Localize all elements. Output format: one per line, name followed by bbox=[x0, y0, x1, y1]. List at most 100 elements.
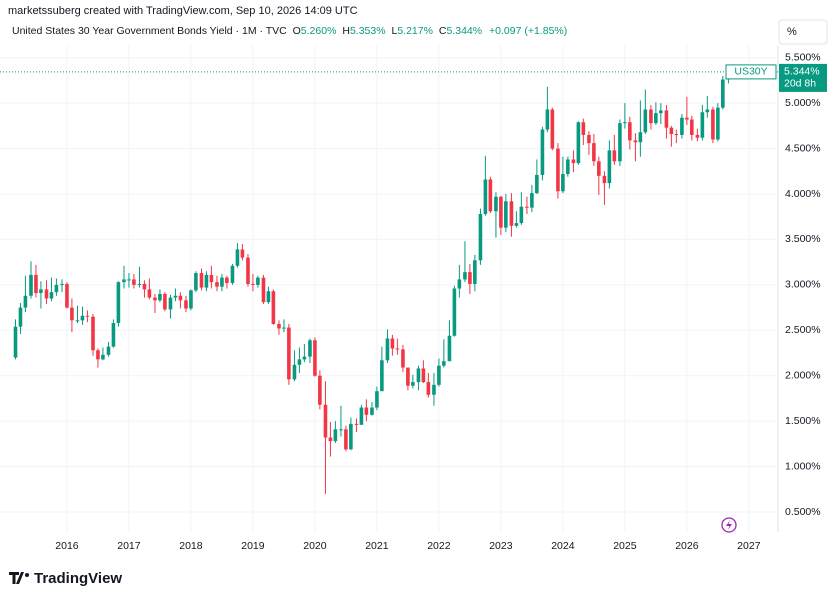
candle-body bbox=[256, 277, 260, 285]
candle-body bbox=[349, 423, 353, 450]
candle-body bbox=[163, 293, 167, 310]
candle-body bbox=[292, 364, 297, 380]
x-tick-label: 2027 bbox=[737, 540, 761, 552]
candle-body bbox=[556, 148, 560, 192]
candle-body bbox=[457, 279, 462, 289]
x-tick-label: 2017 bbox=[117, 540, 141, 552]
candle-body bbox=[385, 338, 390, 361]
candle-body bbox=[339, 429, 343, 431]
candle-body bbox=[592, 143, 596, 162]
y-tick-label: 1.000% bbox=[785, 460, 821, 472]
candle-body bbox=[359, 407, 364, 425]
logo-dot bbox=[25, 573, 29, 577]
candle-body bbox=[618, 123, 622, 162]
candle-body bbox=[705, 109, 710, 113]
candle-body bbox=[690, 119, 694, 135]
candle-body bbox=[561, 174, 565, 192]
event-icon-bolt bbox=[726, 520, 732, 530]
candle-body bbox=[70, 307, 74, 321]
candle-body bbox=[91, 316, 95, 351]
candle-body bbox=[261, 277, 266, 303]
candle-body bbox=[333, 429, 338, 442]
candle-body bbox=[499, 196, 503, 228]
x-tick-label: 2021 bbox=[365, 540, 389, 552]
candle-body bbox=[54, 284, 59, 293]
candle-body bbox=[581, 122, 586, 135]
candle-body bbox=[654, 113, 658, 124]
candle-body bbox=[721, 79, 725, 108]
candle-body bbox=[659, 110, 663, 114]
candle-body bbox=[597, 161, 601, 176]
price-tag-box bbox=[779, 63, 827, 92]
candle-body bbox=[29, 274, 33, 296]
candle-body bbox=[344, 429, 348, 450]
scale-button[interactable] bbox=[778, 19, 828, 45]
candle-body bbox=[674, 134, 679, 136]
candle-body bbox=[106, 346, 111, 355]
candle-body bbox=[483, 179, 488, 214]
candle-body bbox=[142, 283, 147, 290]
y-tick-label: 2.000% bbox=[785, 370, 821, 382]
candle-body bbox=[85, 315, 90, 317]
legend-change: +0.097 (+1.85%) bbox=[489, 25, 567, 37]
candle-body bbox=[680, 117, 684, 135]
price-tag-countdown: 20d 8h bbox=[784, 78, 816, 90]
candle-body bbox=[18, 307, 23, 327]
candle-body bbox=[204, 274, 209, 288]
candle-body bbox=[65, 283, 69, 308]
candle-body bbox=[235, 249, 240, 266]
legend-key: L bbox=[391, 25, 397, 37]
header-title: marketssuberg created with TradingView.c… bbox=[8, 5, 358, 17]
candle-body bbox=[432, 384, 436, 395]
candle-body bbox=[215, 282, 219, 287]
event-icon[interactable] bbox=[721, 517, 737, 533]
candle-body bbox=[122, 279, 126, 283]
candle-body bbox=[442, 361, 446, 366]
candle-body bbox=[571, 159, 576, 164]
candle-body bbox=[426, 382, 431, 395]
candle-body bbox=[323, 404, 328, 438]
candle-body bbox=[225, 277, 229, 284]
candle-body bbox=[468, 272, 472, 284]
candle-body bbox=[178, 295, 183, 301]
candle-body bbox=[173, 295, 178, 298]
candle-body bbox=[34, 274, 38, 294]
candle-body bbox=[132, 279, 136, 285]
candle-body bbox=[504, 201, 508, 228]
candle-body bbox=[308, 340, 312, 357]
candle-body bbox=[354, 423, 359, 425]
candle-body bbox=[633, 140, 638, 143]
candle-body bbox=[13, 326, 18, 358]
candle-body bbox=[401, 349, 405, 368]
candle-body bbox=[716, 107, 720, 140]
candle-body bbox=[328, 437, 333, 442]
candle-body bbox=[602, 175, 607, 184]
candle-body bbox=[545, 109, 550, 130]
legend-value: 5.217% bbox=[397, 25, 433, 37]
x-tick-label: 2024 bbox=[551, 540, 575, 552]
candle-body bbox=[184, 300, 188, 309]
x-tick-label: 2025 bbox=[613, 540, 637, 552]
candle-body bbox=[607, 150, 612, 184]
candle-body bbox=[488, 179, 493, 212]
candle-body bbox=[116, 282, 121, 324]
legend-key: O bbox=[293, 25, 301, 37]
candle-body bbox=[220, 277, 224, 287]
candle-body bbox=[266, 291, 271, 303]
scale-button-label[interactable]: % bbox=[787, 26, 797, 38]
y-tick-label: 2.500% bbox=[785, 324, 821, 336]
candle-body bbox=[700, 112, 705, 138]
price-tag-price: 5.344% bbox=[784, 66, 820, 78]
y-tick-label: 0.500% bbox=[785, 506, 821, 518]
candle-body bbox=[370, 407, 374, 415]
candle-body bbox=[540, 129, 545, 175]
candle-body bbox=[535, 174, 539, 194]
candle-body bbox=[364, 407, 369, 415]
candle-body bbox=[525, 206, 529, 208]
legend-key: C bbox=[439, 25, 447, 37]
y-tick-label: 4.500% bbox=[785, 142, 821, 154]
legend-value: 5.344% bbox=[446, 25, 482, 37]
logo-text: TradingView bbox=[34, 570, 122, 587]
candle-body bbox=[375, 391, 379, 408]
